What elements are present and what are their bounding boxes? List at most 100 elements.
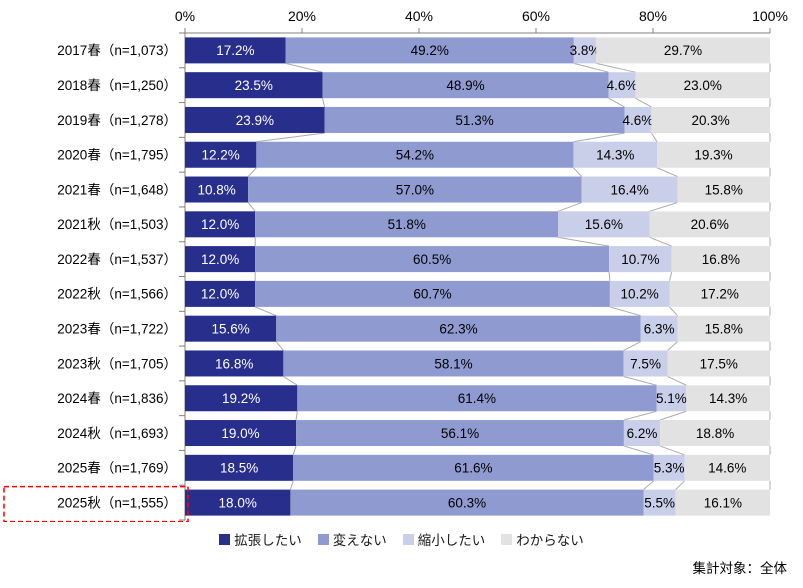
bar-value-label: 49.2% [411,43,449,58]
bar-value-label: 14.6% [708,461,746,476]
bar-segment [558,211,650,238]
bar-value-label: 17.5% [700,356,738,371]
series-connector-line [247,202,256,212]
bar-segment [255,211,559,238]
bar-value-label: 19.2% [222,391,260,406]
series-connector-line [623,410,657,421]
series-connector-line [292,445,297,455]
series-connector-line [656,167,678,177]
legend-item: 変えない [317,529,387,549]
series-connector-line [650,132,658,143]
bar-value-label: 23.9% [236,113,274,128]
category-label: 2018春（n=1,250） [57,78,177,93]
category-label: 2023春（n=1,722） [57,321,177,336]
series-connector-line [285,62,323,73]
series-connector-line [623,445,654,456]
x-axis-tick-label: 40% [405,8,433,24]
series-connector-line [667,376,687,386]
bar-segment [640,315,678,342]
x-axis-tick-label: 60% [522,8,550,24]
bar-segment [185,420,297,447]
category-label: 2017春（n=1,073） [57,43,177,58]
bar-segment [623,350,668,377]
bar-value-label: 15.8% [705,321,743,336]
bar-value-label: 23.5% [235,78,273,93]
category-label: 2024秋（n=1,693） [57,426,177,441]
category-label: 2021秋（n=1,503） [57,217,177,232]
bar-segment [669,280,770,307]
bar-segment [677,315,770,342]
bar-segment [185,246,256,273]
highlight-box [3,485,189,522]
bar-segment [185,350,284,377]
bar-value-label: 61.4% [458,391,496,406]
bar-segment [290,489,644,516]
bar-value-label: 51.8% [388,217,426,232]
bar-segment [643,489,676,516]
series-connector-line [675,480,685,490]
series-connector-line [649,202,678,212]
bar-value-label: 19.0% [221,426,259,441]
bar-segment [624,106,652,133]
bar-value-label: 61.6% [454,461,492,476]
bar-segment [324,106,625,133]
category-label: 2023秋（n=1,705） [57,356,177,371]
series-connector-line [558,202,582,212]
bar-segment [185,176,249,203]
bar-segment [185,37,286,64]
bar-segment [653,454,685,481]
bar-value-label: 57.0% [396,182,434,197]
bar-segment [256,141,574,168]
bar-segment [667,350,770,377]
bar-value-label: 15.8% [705,182,743,197]
category-label: 2021春（n=1,648） [57,182,177,197]
legend-item: わからない [501,529,584,549]
series-connector-line [609,306,641,317]
series-connector-line [608,97,625,108]
series-connector-line [635,97,652,108]
x-axis-tick-label: 0% [175,8,195,24]
bar-segment [608,72,636,99]
series-connector-line [649,236,672,247]
bar-segment [283,350,624,377]
legend-label: 変えない [332,533,387,548]
series-connector-line [321,98,326,108]
bar-segment [573,141,658,168]
bar-segment [623,420,661,447]
bar-segment [285,37,574,64]
bar-value-label: 5.5% [644,495,675,510]
bar-segment [322,72,609,99]
bar-value-label: 16.8% [215,356,253,371]
x-axis-tick-label: 100% [752,8,788,24]
bar-value-label: 14.3% [709,391,747,406]
bar-value-label: 23.0% [684,78,722,93]
legend-swatch [501,533,513,545]
bar-value-label: 48.9% [446,78,484,93]
bar-value-label: 60.5% [413,252,451,267]
legend-swatch [219,533,231,545]
bar-segment [686,385,770,412]
bar-segment [185,315,277,342]
bar-value-label: 18.8% [696,426,734,441]
category-label: 2022春（n=1,537） [57,252,177,267]
series-connector-line [573,167,582,177]
bar-value-label: 56.1% [441,426,479,441]
bar-segment [255,280,610,307]
category-label: 2019春（n=1,278） [57,113,177,128]
bar-value-label: 51.3% [455,113,493,128]
series-connector-line [623,341,641,351]
bar-segment [660,420,770,447]
bar-value-label: 15.6% [211,321,249,336]
bar-segment [649,211,770,238]
bar-value-label: 6.3% [644,321,675,336]
bar-value-label: 16.1% [704,495,742,510]
bar-segment [596,37,770,64]
series-connector-line [254,306,277,317]
bar-segment [255,246,610,273]
bar-value-label: 62.3% [439,321,477,336]
category-label: 2025春（n=1,769） [57,461,177,476]
series-connector-line [659,445,685,456]
bar-value-label: 3.8% [570,43,601,58]
bar-segment [296,420,624,447]
